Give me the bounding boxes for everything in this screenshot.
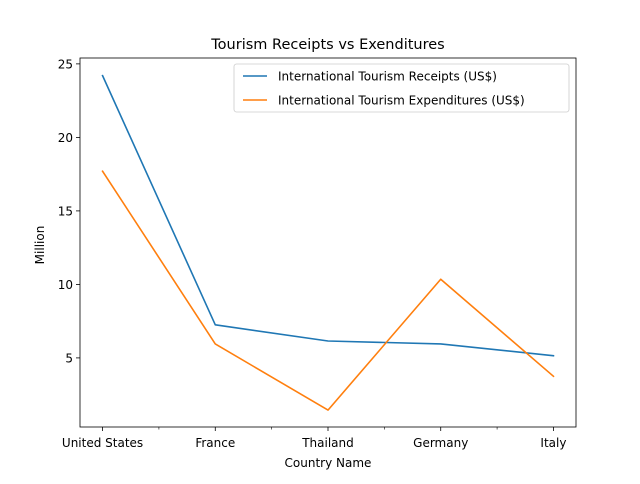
x-tick-label: Germany (413, 436, 468, 450)
x-axis-label: Country Name (285, 456, 372, 470)
y-tick-label: 10 (58, 278, 73, 292)
legend-box (233, 63, 570, 113)
legend: International Tourism Receipts (US$) Inte… (233, 63, 570, 113)
y-axis-label: Million (33, 226, 47, 265)
x-tick-label: Thailand (301, 436, 354, 450)
series-line-1 (101, 74, 555, 357)
legend-label-1: International Tourism Receipts (US$) (278, 70, 497, 84)
x-tick-label: France (195, 436, 235, 450)
plot-area: 5 10 15 20 25 United States France Thailand Germ… (58, 57, 577, 450)
y-tick-label: 20 (58, 131, 73, 145)
x-tick-label: Italy (540, 436, 566, 450)
y-tick-label: 15 (58, 204, 73, 218)
series-line-2 (101, 170, 555, 411)
chart-title: Tourism Receipts vs Exenditures (210, 37, 444, 53)
plot-frame (79, 57, 577, 428)
x-tick-label: United States (62, 436, 143, 450)
legend-label-2: International Tourism Expenditures (US$) (278, 94, 525, 108)
y-tick-label: 5 (65, 351, 73, 365)
y-tick-label: 25 (58, 57, 73, 71)
